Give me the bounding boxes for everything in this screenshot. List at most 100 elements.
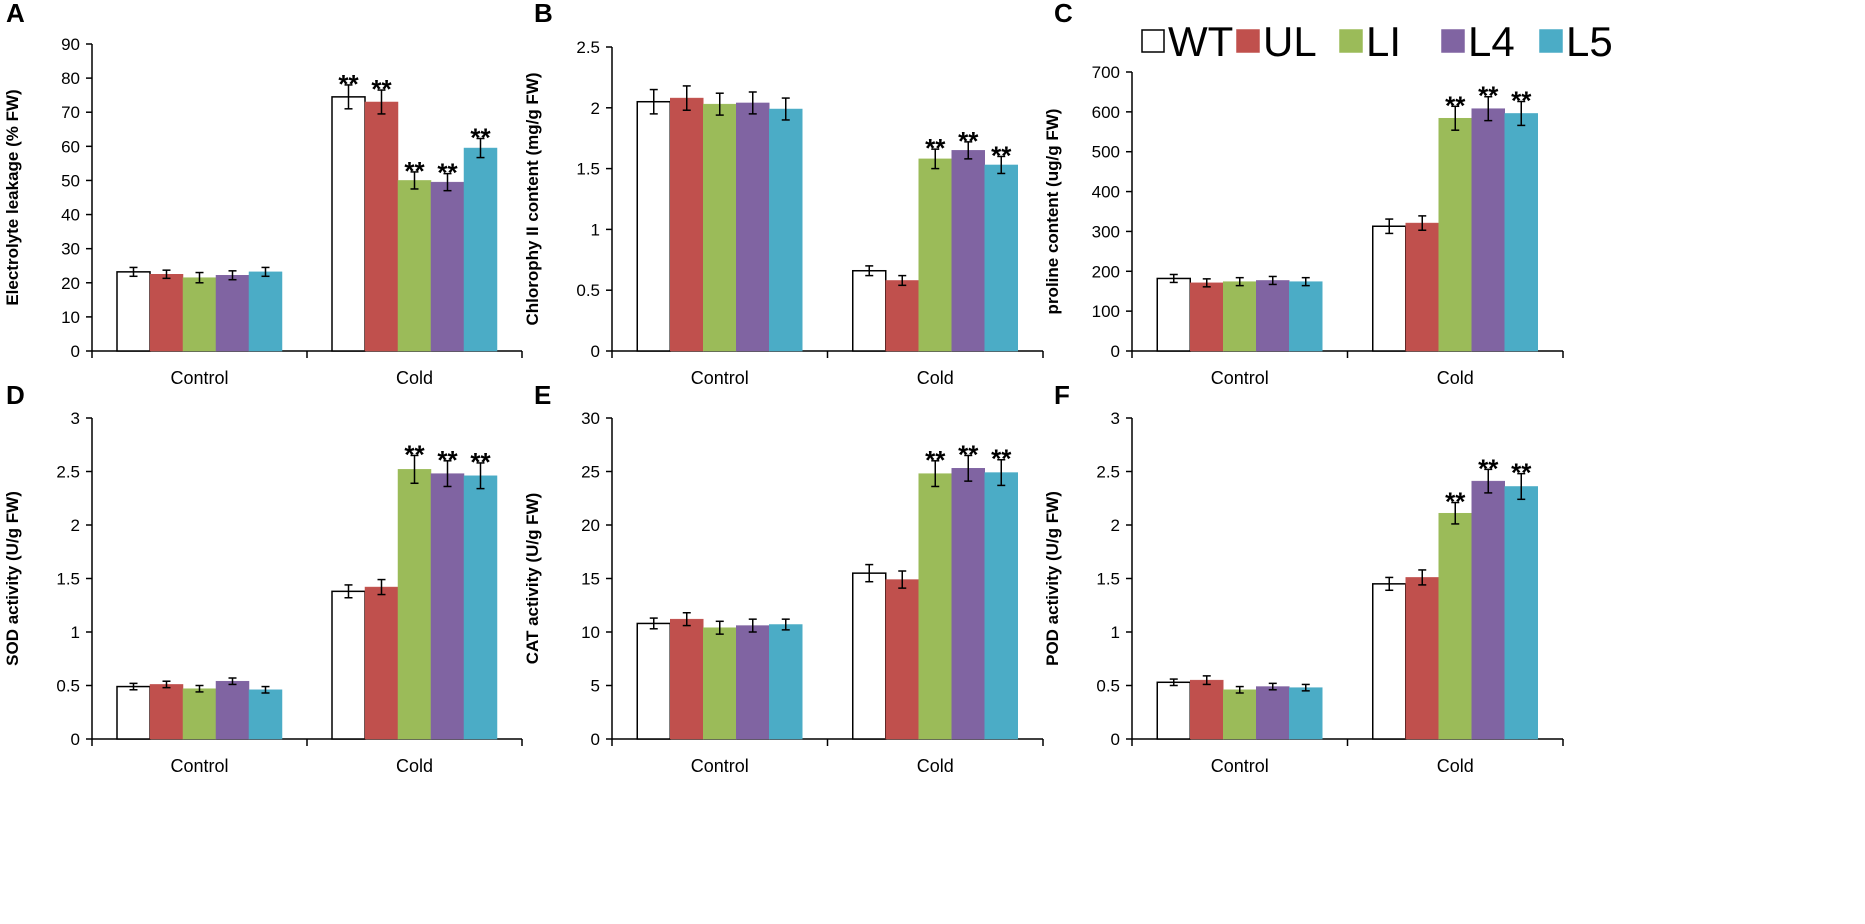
legend-label-LI: LI — [1366, 18, 1401, 65]
panel-letter: E — [534, 380, 551, 410]
legend-swatch-UL — [1236, 29, 1260, 53]
panel-A: A Electrolyte leakage (% FW) 0 10 20 30 40 50 60… — [3, 0, 523, 388]
bar-L4-cold — [430, 473, 465, 740]
y-axis-title: Chlorophy II content (mg/g FW) — [523, 72, 542, 325]
category-label: Cold — [917, 368, 954, 388]
y-tick-label: 25 — [581, 463, 600, 482]
bar-L5-cold — [1504, 486, 1538, 740]
y-axis-title: SOD activity (U/g FW) — [3, 491, 22, 666]
legend-swatch-WT — [1141, 29, 1165, 53]
y-tick-label: 1.5 — [576, 160, 600, 179]
legend-swatch-LI — [1339, 29, 1363, 53]
legend-label-UL: UL — [1263, 18, 1317, 65]
bar-UL-cold — [364, 586, 399, 740]
bar-LI-control — [1223, 281, 1257, 352]
significance-marker: ** — [925, 445, 946, 475]
y-tick-label: 1.5 — [1096, 570, 1120, 589]
bar-L4-control — [1256, 686, 1290, 740]
bar-L5-control — [1289, 687, 1323, 740]
bar-L4-control — [1256, 280, 1290, 352]
significance-marker: ** — [925, 133, 946, 163]
y-tick-label: 0 — [71, 730, 80, 749]
category-label: Cold — [396, 368, 433, 388]
bar-LI-control — [703, 627, 737, 740]
bar-WT-cold — [1372, 225, 1407, 352]
panel-D: D SOD activity (U/g FW) 0 0.5 1 1.5 2 2.5 3 Contr… — [3, 380, 523, 776]
bar-WT-cold — [1372, 583, 1407, 740]
legend-label-L4: L4 — [1468, 18, 1515, 65]
bar-UL-cold — [885, 579, 919, 740]
bar-L4-control — [215, 275, 250, 352]
y-tick-label: 5 — [591, 677, 600, 696]
legend-label-WT: WT — [1168, 18, 1233, 65]
bar-LI-cold — [397, 469, 432, 740]
y-tick-label: 10 — [581, 623, 600, 642]
bar-LI-cold — [1438, 117, 1472, 352]
panel-letter: C — [1054, 0, 1073, 28]
y-tick-label: 30 — [581, 409, 600, 428]
bar-WT-control — [636, 622, 671, 740]
y-tick-label: 2 — [1111, 516, 1120, 535]
category-label: Control — [170, 368, 228, 388]
bar-L5-cold — [1504, 113, 1538, 352]
bar-L5-cold — [984, 164, 1018, 352]
y-tick-label: 15 — [581, 570, 600, 589]
bar-L5-cold — [463, 147, 498, 352]
significance-marker: ** — [958, 126, 979, 156]
bar-LI-control — [182, 277, 217, 352]
y-tick-label: 60 — [61, 137, 80, 156]
y-tick-label: 600 — [1092, 103, 1120, 122]
bar-WT-control — [1156, 681, 1191, 740]
y-tick-label: 0 — [71, 342, 80, 361]
significance-marker: ** — [437, 445, 458, 475]
significance-marker: ** — [338, 69, 359, 99]
bar-LI-cold — [918, 473, 952, 740]
bar-LI-control — [703, 103, 737, 352]
bar-L5-control — [248, 689, 283, 740]
legend-swatch-L5 — [1539, 29, 1563, 53]
significance-marker: ** — [1478, 453, 1499, 483]
category-label: Control — [691, 756, 749, 776]
bar-UL-control — [149, 684, 184, 740]
significance-marker: ** — [1445, 90, 1466, 120]
bar-L4-control — [736, 102, 770, 352]
category-label: Control — [691, 368, 749, 388]
y-tick-label: 10 — [61, 308, 80, 327]
bar-L4-cold — [951, 150, 985, 352]
category-label: Cold — [917, 756, 954, 776]
legend-swatch-L4 — [1441, 29, 1465, 53]
bar-L5-control — [248, 271, 283, 352]
significance-marker: ** — [371, 74, 392, 104]
significance-marker: ** — [470, 122, 491, 152]
y-axis-title: CAT activity (U/g FW) — [523, 493, 542, 665]
legend-label-L5: L5 — [1566, 18, 1613, 65]
significance-marker: ** — [991, 444, 1012, 474]
panel-letter: D — [6, 380, 25, 410]
bar-LI-control — [182, 688, 217, 740]
y-tick-label: 30 — [61, 240, 80, 259]
y-tick-label: 0 — [591, 342, 600, 361]
y-axis-title: proline content (ug/g FW) — [1043, 109, 1062, 315]
significance-marker: ** — [991, 140, 1012, 170]
bar-UL-control — [1190, 282, 1224, 352]
significance-marker: ** — [404, 156, 425, 186]
category-label: Control — [1211, 756, 1269, 776]
bar-WT-cold — [852, 269, 887, 352]
significance-marker: ** — [958, 439, 979, 469]
y-tick-label: 3 — [71, 409, 80, 428]
bar-WT-cold — [852, 572, 887, 740]
legend: WT UL LI L4 L5 — [1141, 18, 1613, 65]
category-label: Cold — [1437, 756, 1474, 776]
y-axis-title: POD activity (U/g FW) — [1043, 491, 1062, 666]
y-tick-label: 0.5 — [56, 677, 80, 696]
bar-LI-cold — [918, 158, 952, 352]
y-tick-label: 40 — [61, 206, 80, 225]
bar-WT-control — [116, 685, 151, 740]
panel-E: E CAT activity (U/g FW) 0 5 10 15 20 25 30 Contro… — [523, 380, 1044, 776]
bar-L4-control — [736, 625, 770, 740]
y-tick-label: 2 — [71, 516, 80, 535]
y-tick-label: 2.5 — [1096, 463, 1120, 482]
